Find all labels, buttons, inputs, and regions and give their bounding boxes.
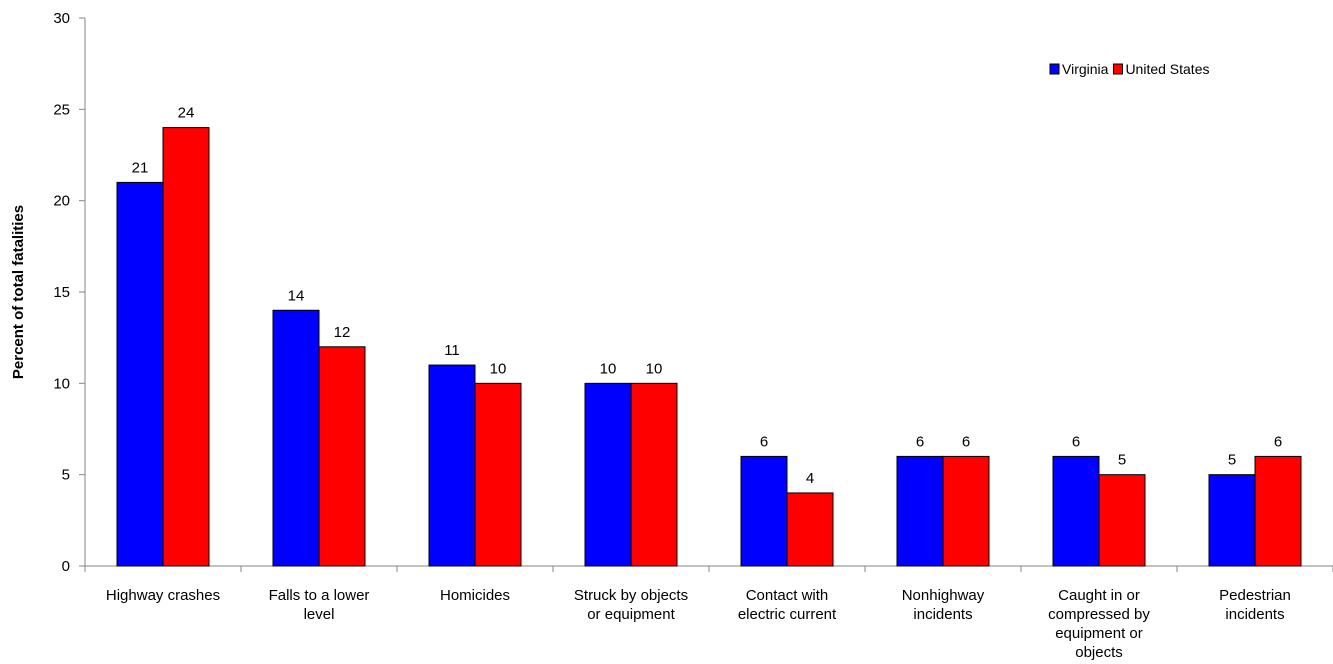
bar-united-states	[786, 492, 834, 567]
data-label: 12	[334, 324, 351, 341]
data-label: 14	[288, 287, 305, 304]
data-label: 5	[1228, 452, 1236, 469]
category-label: Contact with electric current	[738, 587, 837, 623]
data-label: 11	[444, 342, 460, 359]
category-label: Pedestrian incidents	[1219, 587, 1291, 623]
data-label: 4	[806, 470, 814, 487]
y-tick-label: 30	[53, 10, 70, 27]
y-tick-label: 20	[53, 193, 70, 210]
category-label: Highway crashes	[106, 587, 220, 604]
category-label: Falls to a lower level	[269, 587, 370, 623]
legend-label: Virginia	[1062, 61, 1109, 77]
data-label: 10	[646, 360, 663, 377]
bar-virginia	[740, 455, 788, 567]
bar-virginia	[116, 181, 164, 567]
bar-united-states	[474, 382, 522, 567]
bar-virginia	[1052, 455, 1100, 567]
data-label: 10	[600, 360, 617, 377]
bar-virginia	[272, 309, 320, 567]
bar-united-states	[942, 455, 990, 567]
bar-united-states	[630, 382, 678, 567]
bar-virginia	[584, 382, 632, 567]
data-label: 24	[178, 105, 195, 122]
data-label: 10	[490, 360, 507, 377]
y-tick-label: 10	[53, 375, 70, 392]
data-label: 5	[1118, 452, 1126, 469]
bar-virginia	[896, 455, 944, 567]
y-axis-title: Percent of total fatalities	[10, 205, 27, 379]
data-labels: 21 14 11 10 6 6 6 5 24 12 10 10 4 6 5 6	[132, 105, 1283, 487]
category-label: Caught in or compressed by equipment or obj…	[1048, 587, 1150, 661]
data-label: 6	[916, 433, 924, 450]
data-label: 6	[1274, 433, 1282, 450]
data-label: 21	[132, 159, 149, 176]
category-label: Nonhighway incidents	[902, 587, 985, 623]
legend: Virginia United States	[1049, 61, 1210, 77]
bar-united-states	[1254, 455, 1302, 567]
y-axis: 0 5 10 15 20 25 30	[53, 10, 86, 575]
y-tick-label: 5	[62, 467, 70, 484]
legend-label: United States	[1125, 61, 1209, 77]
data-label: 6	[1072, 433, 1080, 450]
bar-virginia	[1208, 474, 1256, 567]
legend-swatch	[1049, 63, 1060, 75]
bar-united-states	[162, 127, 210, 567]
x-axis: Highway crashes Falls to a lower level Homi…	[84, 565, 1333, 661]
bar-united-states	[318, 346, 366, 567]
y-tick-label: 15	[53, 284, 70, 301]
y-tick-label: 25	[53, 101, 70, 118]
data-label: 6	[760, 433, 768, 450]
bar-virginia	[428, 364, 476, 567]
data-label: 6	[962, 433, 970, 450]
bar-united-states	[1098, 474, 1146, 567]
bars	[116, 127, 1302, 567]
legend-swatch	[1112, 63, 1123, 75]
y-tick-label: 0	[62, 558, 70, 575]
category-label: Struck by objects or equipment	[574, 587, 688, 623]
category-label: Homicides	[440, 587, 510, 604]
